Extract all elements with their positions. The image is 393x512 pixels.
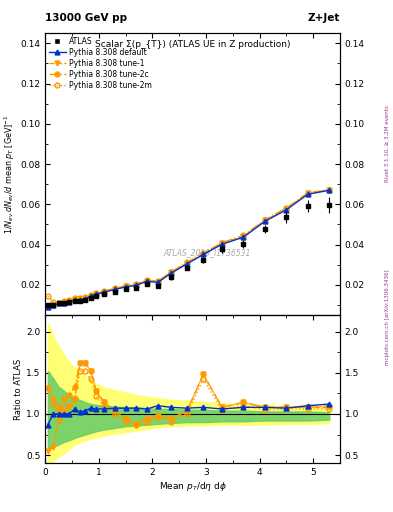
Text: Rivet 3.1.10, ≥ 3.2M events: Rivet 3.1.10, ≥ 3.2M events	[385, 105, 390, 182]
Text: ATLAS_2019_I1736531: ATLAS_2019_I1736531	[163, 248, 251, 258]
Y-axis label: Ratio to ATLAS: Ratio to ATLAS	[14, 358, 23, 420]
Text: mcplots.cern.ch [arXiv:1306.3436]: mcplots.cern.ch [arXiv:1306.3436]	[385, 270, 390, 365]
Text: Z+Jet: Z+Jet	[308, 13, 340, 23]
Text: 13000 GeV pp: 13000 GeV pp	[45, 13, 127, 23]
Y-axis label: $1/N_{ev}\,dN_{ev}/d$ mean $p_T$ [GeV]$^{-1}$: $1/N_{ev}\,dN_{ev}/d$ mean $p_T$ [GeV]$^…	[3, 114, 17, 234]
Text: Scalar Σ(p_{T}) (ATLAS UE in Z production): Scalar Σ(p_{T}) (ATLAS UE in Z productio…	[95, 40, 290, 49]
Legend: ATLAS, Pythia 8.308 default, Pythia 8.308 tune-1, Pythia 8.308 tune-2c, Pythia 8: ATLAS, Pythia 8.308 default, Pythia 8.30…	[48, 35, 153, 91]
X-axis label: Mean $p_T$/d$\eta$ d$\phi$: Mean $p_T$/d$\eta$ d$\phi$	[159, 480, 226, 493]
